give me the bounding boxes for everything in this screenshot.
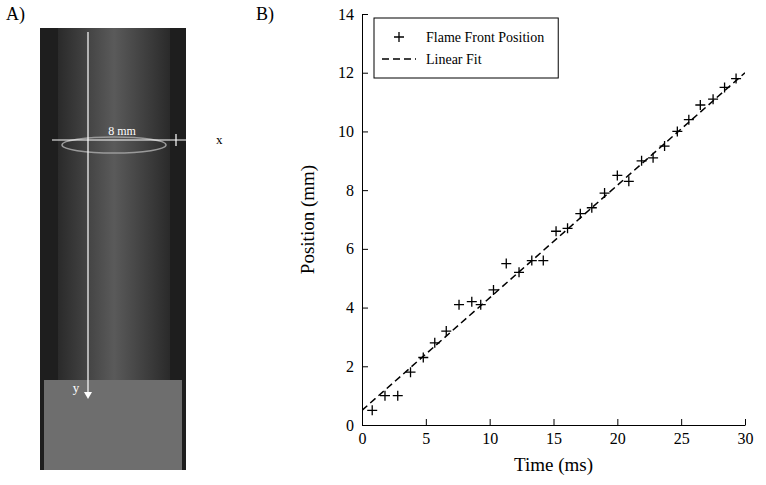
data-point bbox=[441, 326, 451, 336]
x-tick-label: 25 bbox=[674, 430, 690, 447]
data-point bbox=[393, 391, 403, 401]
figure: 8 mm x y A) B) 0 5 10 15 20 25 30 0 2 4 6 8 10 12 14 Time (m… bbox=[0, 0, 766, 485]
tube-base bbox=[44, 380, 182, 470]
x-tick-mark bbox=[681, 419, 682, 425]
y-axis-line bbox=[362, 15, 363, 426]
panel-label: A) bbox=[6, 4, 25, 25]
x-tick: 5 bbox=[422, 419, 430, 447]
legend-label: Linear Fit bbox=[426, 52, 482, 67]
data-point bbox=[551, 226, 561, 236]
photo-panel: 8 mm x y bbox=[40, 28, 223, 470]
y-tick: 2 bbox=[346, 358, 368, 375]
y-tick-label: 12 bbox=[338, 64, 354, 81]
data-point bbox=[467, 297, 477, 307]
data-point bbox=[708, 94, 718, 104]
data-point bbox=[612, 170, 622, 180]
plot-area bbox=[362, 73, 745, 416]
y-tick-label: 0 bbox=[346, 417, 354, 434]
x-tick-mark bbox=[745, 419, 746, 425]
x-tick-label: 0 bbox=[359, 430, 367, 447]
data-point bbox=[454, 300, 464, 310]
legend-symbol bbox=[394, 32, 404, 42]
y-tick-mark bbox=[362, 366, 368, 367]
y-tick-label: 14 bbox=[338, 6, 354, 23]
data-point bbox=[406, 367, 416, 377]
photo-y-label: y bbox=[73, 380, 80, 395]
x-tick: 10 bbox=[482, 419, 498, 447]
x-tick-mark bbox=[426, 419, 427, 425]
x-arrow-head bbox=[206, 136, 212, 144]
y-tick-mark bbox=[362, 190, 368, 191]
y-tick: 6 bbox=[346, 240, 368, 257]
x-tick: 30 bbox=[738, 419, 754, 447]
x-tick-mark bbox=[617, 419, 618, 425]
y-arrow-line bbox=[87, 32, 88, 392]
fit-line bbox=[362, 73, 745, 411]
y-tick-label: 8 bbox=[346, 182, 354, 199]
y-tick: 14 bbox=[338, 6, 368, 23]
photo-width-label: 8 mm bbox=[108, 124, 136, 138]
x-axis-line bbox=[363, 425, 746, 426]
y-axis: 0 2 4 6 8 10 12 14 bbox=[338, 6, 368, 434]
y-tick-label: 10 bbox=[338, 123, 354, 140]
x-tick-mark bbox=[554, 419, 555, 425]
y-tick-mark bbox=[362, 73, 368, 74]
photo-background bbox=[40, 28, 186, 470]
y-axis-title: Position (mm) bbox=[297, 165, 319, 274]
y-tick: 0 bbox=[346, 417, 368, 434]
x-tick-label: 15 bbox=[546, 430, 562, 447]
x-arrow-line bbox=[52, 139, 206, 140]
y-tick-label: 2 bbox=[346, 358, 354, 375]
x-tick-label: 5 bbox=[422, 430, 430, 447]
x-tick-mark bbox=[490, 419, 491, 425]
y-tick: 4 bbox=[346, 299, 368, 316]
legend-label: Flame Front Position bbox=[426, 30, 544, 45]
y-tick: 12 bbox=[338, 64, 368, 81]
x-tick-label: 10 bbox=[482, 430, 498, 447]
y-tick: 8 bbox=[346, 182, 368, 199]
y-tick-mark bbox=[362, 14, 368, 15]
x-axis: 0 5 10 15 20 25 30 bbox=[359, 419, 754, 447]
legend-box bbox=[374, 18, 558, 78]
y-tick-mark bbox=[362, 249, 368, 250]
photo-x-label: x bbox=[216, 132, 223, 147]
panel-label: B) bbox=[256, 4, 274, 25]
data-point bbox=[380, 391, 390, 401]
y-tick-mark bbox=[362, 425, 368, 426]
x-tick: 25 bbox=[674, 419, 690, 447]
y-tick-label: 6 bbox=[346, 240, 354, 257]
y-tick-mark bbox=[362, 308, 368, 309]
x-axis-title: Time (ms) bbox=[514, 454, 593, 476]
data-point bbox=[367, 405, 377, 415]
x-tick: 15 bbox=[546, 419, 562, 447]
y-arrow-head bbox=[84, 392, 92, 399]
x-scale-tick bbox=[175, 134, 176, 146]
x-tick: 20 bbox=[610, 419, 626, 447]
y-tick-mark bbox=[362, 131, 368, 132]
x-tick-label: 30 bbox=[738, 430, 754, 447]
legend-symbol bbox=[382, 58, 416, 60]
tube bbox=[58, 28, 170, 388]
data-point bbox=[488, 285, 498, 295]
data-point bbox=[624, 176, 634, 186]
data-point bbox=[731, 74, 741, 84]
y-tick-label: 4 bbox=[346, 299, 354, 316]
legend: Flame Front Position Linear Fit bbox=[374, 18, 558, 78]
y-tick: 10 bbox=[338, 123, 368, 140]
x-tick-label: 20 bbox=[610, 430, 626, 447]
data-point bbox=[501, 259, 511, 269]
data-point bbox=[538, 256, 548, 266]
data-point bbox=[418, 352, 428, 362]
